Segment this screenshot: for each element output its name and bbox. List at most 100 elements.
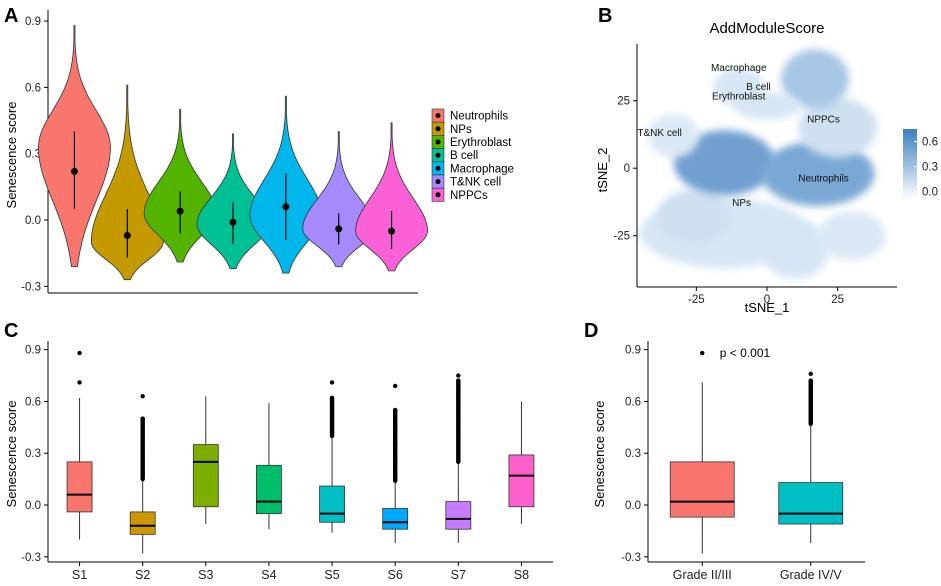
violin-mean-point-macrophage xyxy=(282,203,290,211)
colorbar-gradient xyxy=(903,129,917,200)
box-outlier-s7 xyxy=(456,373,461,378)
violin-nppcs xyxy=(355,122,429,272)
tsne-cluster-label-erythroblast: Erythroblast xyxy=(712,91,766,102)
legend-label-nps: NPs xyxy=(450,124,472,136)
tsne-cluster-nps-left xyxy=(656,189,731,244)
tsne-cluster-lower-right xyxy=(817,211,886,260)
panel-c-x-tick-label-s7: S7 xyxy=(451,568,466,581)
box-grade-ii-iii xyxy=(669,461,735,518)
box-s8 xyxy=(508,454,535,508)
violin-mean-point-nppcs xyxy=(388,227,396,235)
tsne-cluster-center-left-high xyxy=(673,130,776,196)
panel-c-x-tick-label-s1: S1 xyxy=(72,568,87,581)
tsne-cluster-neutrophils xyxy=(761,141,875,207)
box-s6 xyxy=(382,508,409,530)
colorbar-tick-label: 0.3 xyxy=(922,162,938,174)
legend-label-t-nk-cell: T&NK cell xyxy=(450,177,501,189)
panel-b-x-tick-label: 25 xyxy=(831,294,844,306)
panel-b-x-axis-title: tSNE_1 xyxy=(745,300,790,315)
panel-d-p-value-annotation: p < 0.001 xyxy=(720,346,771,360)
panel-c-x-tick-label-s2: S2 xyxy=(135,568,150,581)
box-outlier-s1 xyxy=(77,350,82,356)
panel-b-y-tick-label: 25 xyxy=(617,96,630,108)
panel-b-tsne-plot: AddModuleScore -25 0 25 -25 0 25 Macrophage B … xyxy=(595,20,938,315)
panel-c-box-chart: Senescence score -0.3 0.0 0.3 0.6 0.9 S1 S2 S3 S… xyxy=(4,341,553,582)
tsne-cluster-erythroblast xyxy=(733,92,801,120)
colorbar-tick-label: 0.0 xyxy=(922,187,938,199)
panel-b-y-tick-label: 0 xyxy=(624,163,630,175)
panel-b-x-tick-label: -25 xyxy=(688,294,705,306)
tsne-cluster-label-nps: NPs xyxy=(732,198,751,209)
panel-a-y-tick-label: 0.6 xyxy=(25,82,41,94)
panel-d-y-tick-label: 0.6 xyxy=(625,396,641,408)
legend-label-macrophage: Macrophage xyxy=(450,163,514,175)
panel-c-y-tick-label: 0.6 xyxy=(25,396,41,408)
box-s7 xyxy=(445,501,472,530)
box-s3 xyxy=(192,444,219,508)
panel-c-x-tick-label-s6: S6 xyxy=(388,568,403,581)
violin-mean-point-neutrophils xyxy=(70,167,78,175)
tsne-cluster-tnk xyxy=(648,114,700,158)
box-s4 xyxy=(256,464,282,515)
tsne-cluster-label-b-cell: B cell xyxy=(746,82,770,93)
violin-mean-point-b-cell xyxy=(229,218,237,226)
panel-d-x-tick-label-grade-iv-v: Grade IV/V xyxy=(780,568,842,581)
violin-mean-point-erythroblast xyxy=(176,207,184,215)
panel-d-box-chart: Senescence score p < 0.001 -0.3 0.0 0.3 0.6… xyxy=(592,341,865,582)
tsne-cluster-nppcs xyxy=(798,98,878,158)
panel-a-violin-chart: Senescence score -0.3 0.0 0.3 0.6 0.9 Neutro… xyxy=(4,10,514,294)
box-grade-iv-v xyxy=(778,482,844,525)
tsne-cluster-label-macrophage: Macrophage xyxy=(711,63,767,74)
panel-b-y-tick-label: -25 xyxy=(613,231,630,243)
panel-b-title: AddModuleScore xyxy=(709,20,824,37)
violin-mean-point-t-nk-cell xyxy=(335,225,343,233)
box-outlier-s2 xyxy=(140,394,145,399)
tsne-cluster-top-right xyxy=(781,49,849,109)
legend-label-nppcs: NPPCs xyxy=(450,190,488,202)
box-s2 xyxy=(129,511,156,535)
panel-a-y-tick-label: 0.3 xyxy=(25,149,41,161)
tsne-cluster-label-nppcs: NPPCs xyxy=(807,114,840,125)
panel-d-y-axis-title: Senescence score xyxy=(592,401,607,508)
legend-label-neutrophils: Neutrophils xyxy=(450,111,508,123)
panel-a-y-tick-label: 0.0 xyxy=(25,215,41,227)
box-s5 xyxy=(319,485,345,523)
box-outlier-grade-ii-iii xyxy=(700,350,705,356)
panel-b-x-tick-label: 0 xyxy=(764,294,770,306)
box-s1 xyxy=(66,461,93,513)
panel-a-y-axis-title: Senescence score xyxy=(4,102,19,209)
legend-label-b-cell: B cell xyxy=(450,150,478,162)
legend-key-dot-t-nk-cell xyxy=(435,179,441,185)
legend-key-dot-neutrophils xyxy=(435,113,441,119)
panel-c-y-axis-title: Senescence score xyxy=(4,401,19,508)
panel-c-x-tick-label-s4: S4 xyxy=(261,568,276,581)
panel-b-y-axis-title: tSNE_2 xyxy=(595,148,610,193)
tsne-cluster-label-neutrophils: Neutrophils xyxy=(798,174,849,185)
panel-letter-a: A xyxy=(4,5,18,27)
legend-key-dot-nps xyxy=(435,126,441,132)
legend-key-dot-nppcs xyxy=(435,192,441,198)
panel-letter-d: D xyxy=(584,320,598,342)
box-outlier-s1 xyxy=(77,380,82,385)
box-outlier-s6 xyxy=(392,383,398,389)
panel-c-x-tick-label-s3: S3 xyxy=(198,568,213,581)
panel-d-x-tick-label-grade-ii-iii: Grade II/III xyxy=(673,568,732,581)
legend-key-dot-macrophage xyxy=(435,165,441,171)
panel-d-y-tick-label: 0.0 xyxy=(625,500,641,512)
panel-c-y-tick-label: -0.3 xyxy=(21,552,41,564)
panel-d-y-tick-label: 0.3 xyxy=(625,448,641,460)
panel-c-y-tick-label: 0.0 xyxy=(25,500,41,512)
box-outlier-grade-iv-v xyxy=(808,371,813,377)
tsne-cluster-label-t-nk-cell: T&NK cell xyxy=(637,128,681,139)
panel-c-x-tick-label-s8: S8 xyxy=(514,568,529,581)
panel-c-y-tick-label: 0.9 xyxy=(25,345,41,357)
panel-d-y-tick-label: 0.9 xyxy=(625,345,641,357)
legend-key-dot-b-cell xyxy=(435,152,441,158)
panel-c-y-tick-label: 0.3 xyxy=(25,448,41,460)
panel-letter-c: C xyxy=(4,320,18,342)
panel-a-y-tick-label: -0.3 xyxy=(21,281,41,293)
box-outlier-s5 xyxy=(329,380,335,385)
panel-d-y-tick-label: -0.3 xyxy=(621,552,641,564)
panel-c-x-tick-label-s5: S5 xyxy=(324,568,339,581)
